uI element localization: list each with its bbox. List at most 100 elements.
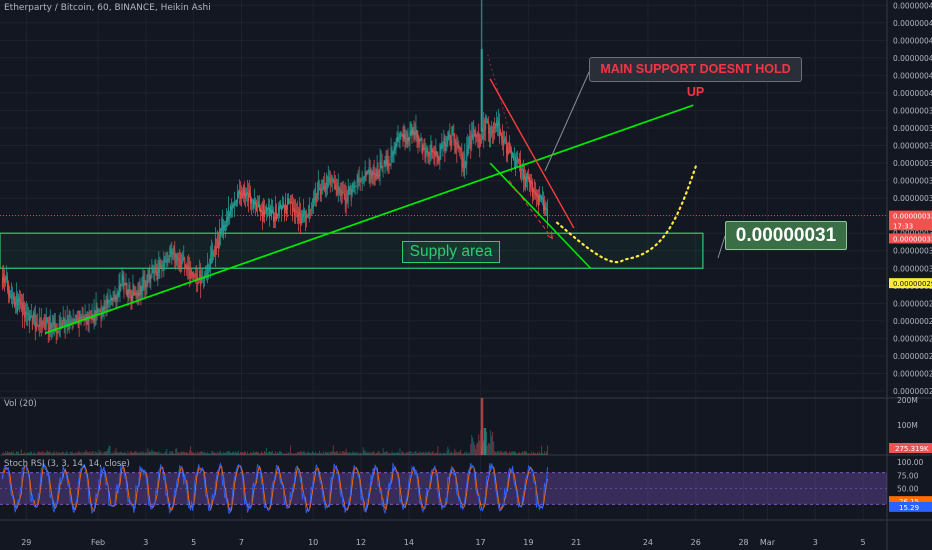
candle-body <box>40 318 42 325</box>
volume-bar <box>315 453 317 455</box>
candle-body <box>186 266 188 271</box>
volume-bar <box>349 452 351 455</box>
volume-bar <box>175 448 177 455</box>
price-tick-label: 0.00000034 <box>893 194 932 203</box>
volume-bar <box>403 453 405 455</box>
candle-body <box>114 294 116 300</box>
candle-body <box>123 277 125 293</box>
candle-body <box>78 318 80 328</box>
candle-body <box>413 130 415 141</box>
candle-body <box>253 200 254 208</box>
volume-bar <box>405 452 407 455</box>
candle-body <box>3 277 5 284</box>
volume-bar <box>517 453 519 455</box>
candle-body <box>286 204 287 214</box>
candle-body <box>79 310 81 323</box>
volume-bar <box>369 451 371 455</box>
volume-bar <box>72 453 74 455</box>
volume-bar <box>461 453 463 455</box>
volume-bar <box>227 451 229 455</box>
volume-bar <box>146 452 148 455</box>
volume-bar <box>91 451 93 455</box>
volume-bar <box>197 451 199 455</box>
volume-bar <box>348 452 350 455</box>
volume-bar <box>90 453 92 455</box>
volume-bar <box>431 452 433 455</box>
candle-body <box>428 152 430 158</box>
volume-bar <box>441 453 443 455</box>
candle-body <box>375 173 377 179</box>
candle-body <box>183 257 185 259</box>
volume-bar <box>534 453 535 455</box>
volume-bar <box>416 453 418 455</box>
candle-body <box>402 134 404 142</box>
volume-bar <box>240 451 241 455</box>
candle-body <box>31 316 33 330</box>
candle-body <box>187 264 189 269</box>
candle-body <box>144 280 146 289</box>
supply-area-label[interactable]: Supply area <box>402 241 500 263</box>
candle-body <box>536 192 537 196</box>
volume-bar <box>407 453 409 455</box>
candle-body <box>442 145 444 147</box>
volume-bar <box>363 451 365 455</box>
candle-body <box>12 295 14 300</box>
volume-bar <box>49 451 51 455</box>
volume-bar <box>68 453 70 455</box>
volume-bar <box>134 451 136 455</box>
volume-bar <box>128 453 130 455</box>
candle-body <box>120 285 122 287</box>
volume-bar <box>53 451 55 455</box>
time-tick-label: 28 <box>738 538 748 547</box>
candle-body <box>259 204 260 212</box>
volume-bar <box>338 453 340 455</box>
candle-body <box>535 191 536 195</box>
candle-body <box>300 217 302 224</box>
volume-bar <box>170 452 172 455</box>
candle-body <box>54 321 56 331</box>
candle-body <box>23 306 25 318</box>
volume-bar <box>454 448 456 455</box>
candle-body <box>211 248 213 263</box>
candle-body <box>122 275 124 280</box>
candle-body <box>30 315 32 318</box>
candle-body <box>301 213 303 221</box>
volume-bar <box>528 453 529 455</box>
candle-body <box>341 191 343 196</box>
volume-bar <box>401 451 403 455</box>
candle-body <box>152 270 154 274</box>
candle-body <box>471 133 473 145</box>
volume-bar <box>156 452 158 455</box>
candle-body <box>179 258 181 268</box>
candle-body <box>220 228 222 238</box>
candle-body <box>252 200 253 201</box>
volume-bar <box>310 453 312 455</box>
candle-body <box>236 200 237 205</box>
volume-bar <box>331 451 333 455</box>
candle-body <box>530 180 531 187</box>
volume-bar <box>360 453 362 455</box>
volume-bar <box>234 452 235 455</box>
candle-body <box>13 297 15 307</box>
time-tick-label: 3 <box>143 538 148 547</box>
volume-bar <box>440 452 442 455</box>
volume-bar <box>230 452 232 455</box>
candle-body <box>415 126 417 135</box>
candle-body <box>299 212 301 224</box>
time-tick-label: 7 <box>239 538 244 547</box>
volume-bar <box>174 453 176 455</box>
candle-body <box>117 292 119 299</box>
target-price-label[interactable]: 0.00000031 <box>725 221 847 250</box>
callout-main-support[interactable]: MAIN SUPPORT DOESNT HOLD UP <box>589 57 802 99</box>
volume-bar <box>13 453 15 455</box>
volume-bar <box>345 448 347 455</box>
candle-body <box>284 204 285 218</box>
candle-body <box>194 275 196 278</box>
volume-bar <box>184 451 186 455</box>
volume-bar <box>163 453 165 455</box>
volume-bar <box>428 451 430 455</box>
candle-body <box>4 276 6 281</box>
volume-bar <box>502 452 504 455</box>
volume-spike <box>483 428 487 455</box>
